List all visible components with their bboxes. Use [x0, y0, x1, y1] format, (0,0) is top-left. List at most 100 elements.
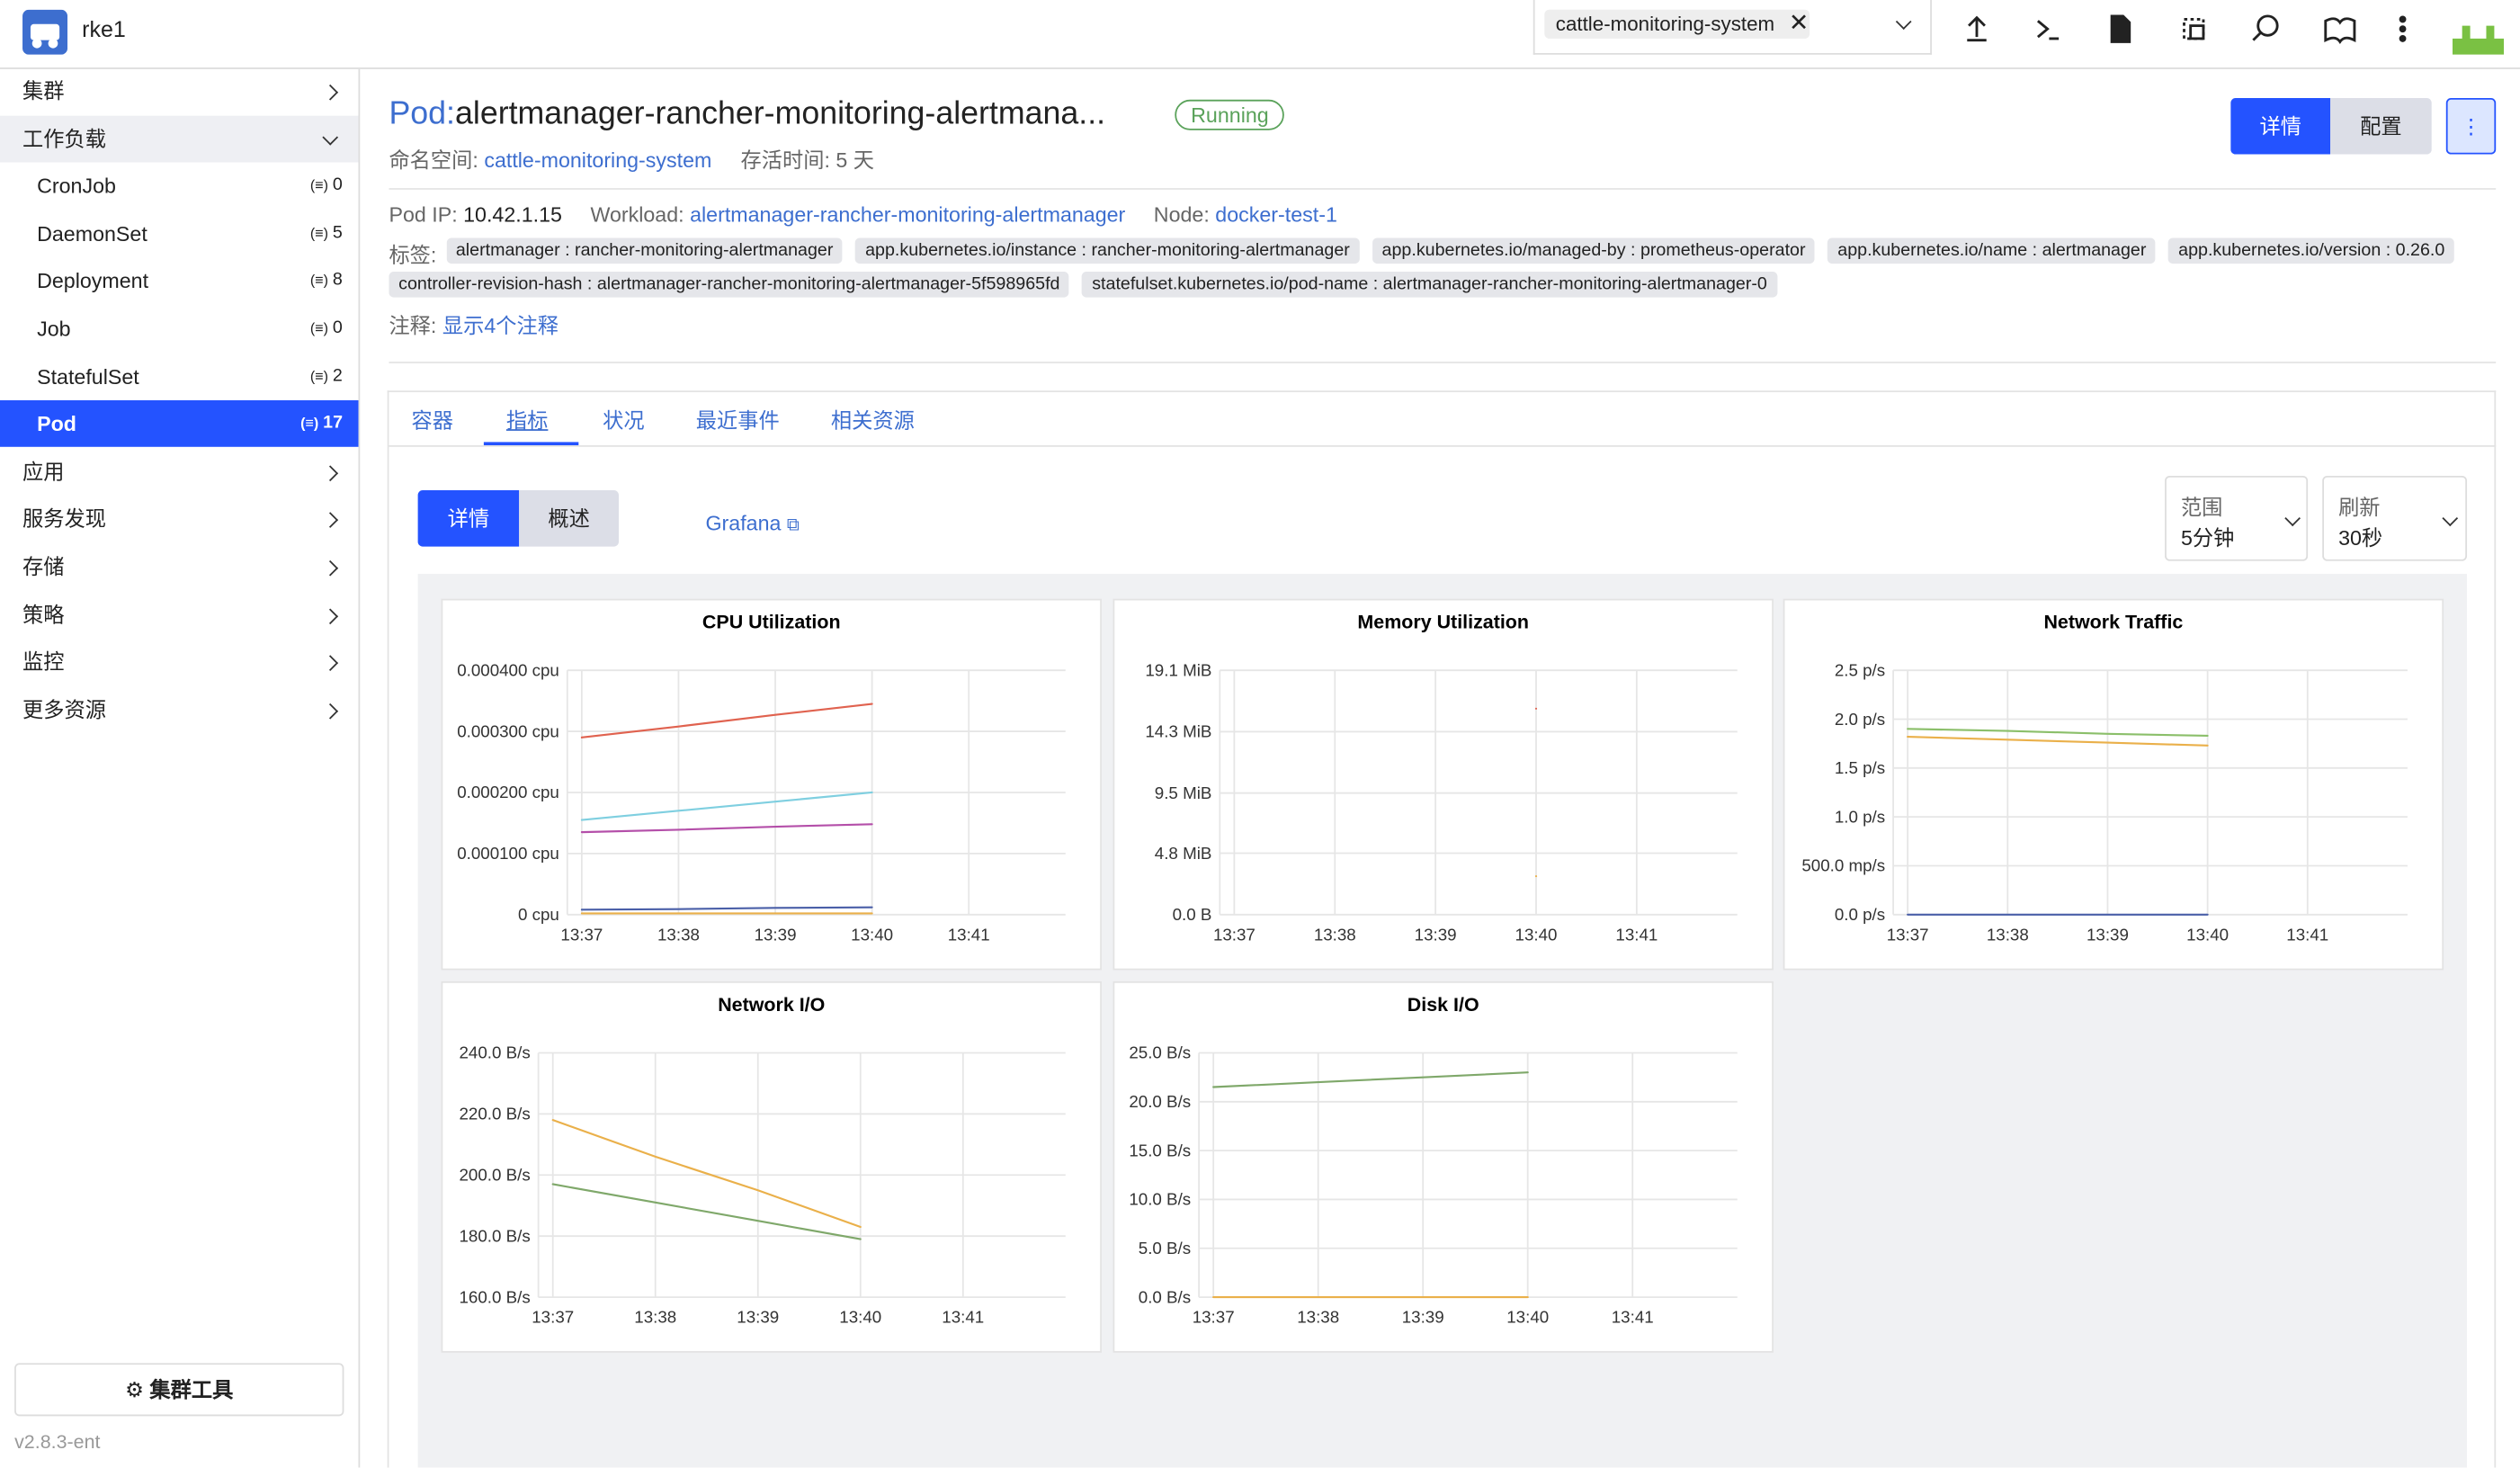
y-tick-label: 19.1 MiB — [1145, 660, 1211, 679]
y-tick-label: 0.0 B — [1173, 905, 1212, 924]
nav-count: 2 — [333, 353, 343, 399]
x-tick-label: 13:37 — [1887, 925, 1929, 944]
workload-icon: (≡) — [300, 400, 318, 447]
chevron — [322, 703, 338, 720]
x-tick-label: 13:37 — [560, 925, 603, 944]
chevron — [322, 656, 338, 672]
x-tick-label: 13:39 — [755, 925, 797, 944]
x-tick-label: 13:37 — [1213, 925, 1256, 944]
tab[interactable]: 最近事件 — [696, 404, 780, 434]
nav-sublabel: DaemonSet — [37, 221, 147, 246]
nav-label: 服务发现 — [22, 507, 106, 532]
nav-count: 0 — [333, 306, 343, 353]
nav-item[interactable]: 工作负载 — [0, 115, 358, 162]
y-tick-label: 25.0 B/s — [1129, 1043, 1191, 1062]
chevron — [322, 513, 338, 529]
y-tick-label: 5.0 B/s — [1139, 1239, 1191, 1258]
chevron — [322, 608, 338, 624]
x-tick-label: 13:41 — [942, 1308, 984, 1327]
chevron — [322, 465, 338, 481]
x-tick-label: 13:38 — [634, 1308, 676, 1327]
workload-icon: (≡) — [310, 210, 328, 257]
y-tick-label: 0.0 p/s — [1835, 905, 1885, 924]
x-tick-label: 13:40 — [839, 1308, 881, 1327]
y-tick-label: 4.8 MiB — [1155, 844, 1212, 863]
nav-subitem[interactable]: Deployment (≡) 8 — [0, 258, 358, 305]
x-tick-label: 13:39 — [1402, 1308, 1444, 1327]
nav-item[interactable]: 服务发现 — [0, 496, 358, 542]
workload-icon: (≡) — [310, 306, 328, 353]
x-tick-label: 13:39 — [1415, 925, 1457, 944]
y-tick-label: 0.000400 cpu — [457, 660, 559, 679]
x-tick-label: 13:41 — [1615, 925, 1658, 944]
tab[interactable]: 容器 — [411, 404, 452, 434]
nav-subitem[interactable]: DaemonSet (≡) 5 — [0, 210, 358, 257]
nav-item[interactable]: 集群 — [0, 67, 358, 114]
y-tick-label: 9.5 MiB — [1155, 783, 1212, 802]
nav-label: 集群 — [22, 79, 64, 103]
nav-subitem[interactable]: CronJob (≡) 0 — [0, 163, 358, 210]
chart-title: CPU Utilization — [702, 612, 841, 633]
tab[interactable]: 状况 — [603, 404, 644, 434]
x-tick-label: 13:41 — [2286, 925, 2328, 944]
y-tick-label: 240.0 B/s — [459, 1043, 530, 1062]
y-tick-label: 0.000300 cpu — [457, 721, 559, 740]
nav-item[interactable]: 应用 — [0, 448, 358, 495]
x-tick-label: 13:38 — [1297, 1308, 1339, 1327]
nav-item[interactable]: 监控 — [0, 639, 358, 685]
chart-title: Disk I/O — [1407, 994, 1479, 1016]
tab[interactable]: 指标 — [506, 404, 548, 434]
tab[interactable]: 相关资源 — [831, 404, 915, 434]
nav-label: 工作负载 — [22, 126, 106, 150]
nav-item[interactable]: 存储 — [0, 543, 358, 590]
nav-count: 0 — [333, 163, 343, 210]
x-tick-label: 13:38 — [1987, 925, 2029, 944]
chart-title: Network Traffic — [2043, 612, 2183, 633]
nav-label: 应用 — [22, 460, 64, 484]
workload-icon: (≡) — [310, 258, 328, 305]
nav-item[interactable]: 策略 — [0, 591, 358, 638]
y-tick-label: 500.0 mp/s — [1801, 856, 1885, 875]
x-tick-label: 13:38 — [1314, 925, 1356, 944]
y-tick-label: 0 cpu — [518, 905, 559, 924]
y-tick-label: 2.0 p/s — [1835, 710, 1885, 729]
x-tick-label: 13:37 — [1193, 1308, 1235, 1327]
y-tick-label: 2.5 p/s — [1835, 660, 1885, 679]
nav-count: 5 — [333, 210, 343, 257]
workload-icon: (≡) — [310, 163, 328, 210]
y-tick-label: 160.0 B/s — [459, 1287, 530, 1306]
nav-label: 存储 — [22, 555, 64, 579]
nav-sublabel: StatefulSet — [37, 364, 139, 389]
nav-subitem[interactable]: StatefulSet (≡) 2 — [0, 353, 358, 399]
x-tick-label: 13:40 — [1515, 925, 1558, 944]
tab-underline — [484, 442, 578, 445]
y-tick-label: 20.0 B/s — [1129, 1092, 1191, 1111]
y-tick-label: 10.0 B/s — [1129, 1190, 1191, 1209]
nav-subitem[interactable]: Pod(≡)17 — [0, 400, 358, 447]
y-tick-label: 15.0 B/s — [1129, 1141, 1191, 1159]
x-tick-label: 13:40 — [1506, 1308, 1549, 1327]
nav-label: 更多资源 — [22, 697, 106, 721]
nav-sublabel: Pod — [37, 412, 76, 436]
nav-sublabel: Deployment — [37, 269, 148, 293]
x-tick-label: 13:41 — [948, 925, 990, 944]
workload-icon: (≡) — [310, 353, 328, 399]
x-tick-label: 13:41 — [1612, 1308, 1654, 1327]
y-tick-label: 220.0 B/s — [459, 1105, 530, 1123]
chevron — [322, 129, 338, 145]
y-tick-label: 0.000200 cpu — [457, 783, 559, 801]
x-tick-label: 13:40 — [2186, 925, 2229, 944]
nav-count: 8 — [333, 258, 343, 305]
y-tick-label: 0.0 B/s — [1139, 1287, 1191, 1306]
y-tick-label: 1.0 p/s — [1835, 807, 1885, 826]
chevron — [322, 560, 338, 577]
nav-subitem[interactable]: Job(≡)0 — [0, 306, 358, 353]
x-tick-label: 13:39 — [2087, 925, 2129, 944]
nav-item[interactable]: 更多资源 — [0, 686, 358, 733]
y-tick-label: 1.5 p/s — [1835, 758, 1885, 777]
chart-title: Memory Utilization — [1357, 612, 1529, 633]
nav-sublabel: CronJob — [37, 174, 116, 198]
chevron — [322, 85, 338, 101]
